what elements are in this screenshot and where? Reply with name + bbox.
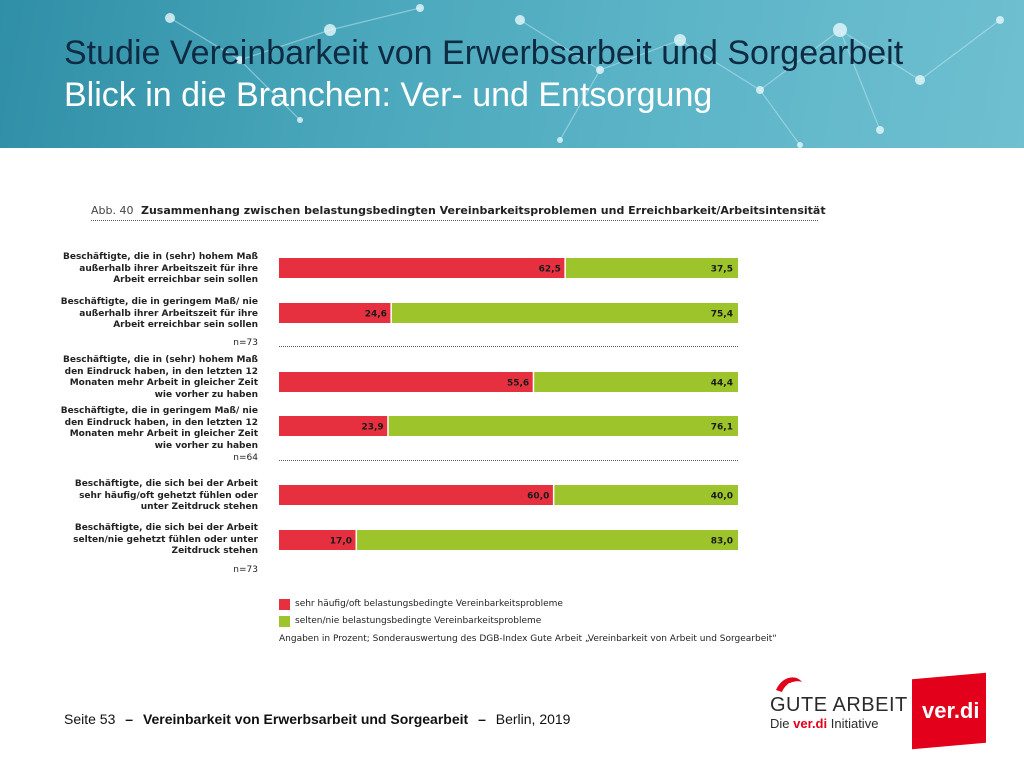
row-label: Beschäftigte, die sich bei der Arbeit se… — [73, 523, 258, 557]
header-banner: Studie Vereinbarkeit von Erwerbsarbeit u… — [0, 0, 1024, 148]
sample-size-label: n=64 — [233, 453, 258, 463]
gute-arbeit-wordmark: GUTE ARBEIT — [770, 694, 908, 716]
footer-place-year: Berlin, 2019 — [495, 711, 571, 727]
legend-item-red: sehr häufig/oft belastungsbedingte Verei… — [279, 598, 563, 610]
tagline-brand: ver.di — [793, 716, 828, 731]
bar-value-label: 60,0 — [527, 492, 549, 502]
slide-subtitle: Blick in die Branchen: Ver- und Entsorgu… — [64, 76, 713, 114]
group-divider — [279, 460, 738, 461]
network-background-graphic — [165, 4, 1004, 148]
footer-separator: – — [125, 711, 134, 727]
bar-value-label: 44,4 — [711, 379, 733, 389]
bar-value-label: 37,5 — [711, 265, 733, 275]
bar-segment-green — [388, 416, 738, 436]
footer-separator: – — [478, 711, 486, 727]
slide-title: Studie Vereinbarkeit von Erwerbsarbeit u… — [64, 34, 904, 72]
legend-swatch-green — [279, 615, 290, 627]
page-number: Seite 53 — [64, 711, 116, 727]
bar-segment-green — [391, 303, 738, 323]
gute-arbeit-logo: GUTE ARBEIT Die ver.di Initiative — [768, 672, 907, 736]
legend-swatch-red — [279, 598, 290, 610]
legend-item-green: selten/nie belastungsbedingte Vereinbark… — [279, 615, 541, 627]
bar-value-label: 83,0 — [711, 537, 733, 547]
sample-size-label: n=73 — [233, 338, 258, 348]
sample-size-label: n=73 — [233, 565, 258, 575]
figure-number: Abb. 40 — [91, 204, 134, 217]
bar-value-label: 24,6 — [365, 310, 387, 320]
bar-value-label: 75,4 — [711, 310, 733, 320]
footer: Seite 53 – Vereinbarkeit von Erwerbsarbe… — [64, 711, 570, 727]
footer-title: Vereinbarkeit von Erwerbsarbeit und Sorg… — [142, 711, 469, 727]
bar-value-label: 62,5 — [539, 265, 561, 275]
row-label: Beschäftigte, die in geringem Maß/ nie d… — [60, 406, 258, 451]
verdi-logo: ver.di — [912, 672, 986, 750]
bar-value-label: 76,1 — [711, 423, 733, 433]
verdi-wordmark: ver.di — [922, 697, 980, 723]
row-label: Beschäftigte, die in geringem Maß/ nie a… — [60, 297, 258, 331]
figure-caption: Abb. 40 Zusammenhang zwischen belastungs… — [91, 204, 826, 221]
bar-value-label: 55,6 — [507, 379, 529, 389]
row-label: Beschäftigte, die sich bei der Arbeit se… — [74, 479, 258, 513]
bar-value-label: 40,0 — [711, 492, 733, 502]
row-label: Beschäftigte, die in (sehr) hohem Maß de… — [62, 355, 258, 400]
tagline-prefix: Die — [770, 716, 790, 731]
group-divider — [279, 346, 738, 347]
row-label: Beschäftigte, die in (sehr) hohem Maß au… — [62, 252, 258, 286]
bar-value-label: 23,9 — [361, 423, 383, 433]
tagline-suffix: Initiative — [830, 716, 879, 731]
legend-label-red: sehr häufig/oft belastungsbedingte Verei… — [295, 599, 563, 609]
bar-segment-green — [534, 372, 738, 392]
legend-label-green: selten/nie belastungsbedingte Vereinbark… — [295, 616, 542, 626]
bar-segment-red — [279, 530, 356, 550]
bar-segment-red — [279, 485, 553, 505]
bar-segment-red — [279, 416, 388, 436]
bar-segment-red — [279, 372, 533, 392]
figure-title: Zusammenhang zwischen belastungsbedingte… — [140, 204, 826, 217]
bar-segment-red — [279, 303, 391, 323]
bar-segment-green — [357, 530, 738, 550]
bar-value-label: 17,0 — [330, 537, 352, 547]
source-note: Angaben in Prozent; Sonderauswertung des… — [279, 634, 777, 644]
gute-arbeit-swoosh-icon — [776, 677, 802, 692]
bar-segment-red — [279, 258, 565, 278]
gute-arbeit-tagline: Die ver.di Initiative — [770, 716, 878, 731]
bar-segment-green — [565, 258, 738, 278]
bar-segment-green — [554, 485, 738, 505]
